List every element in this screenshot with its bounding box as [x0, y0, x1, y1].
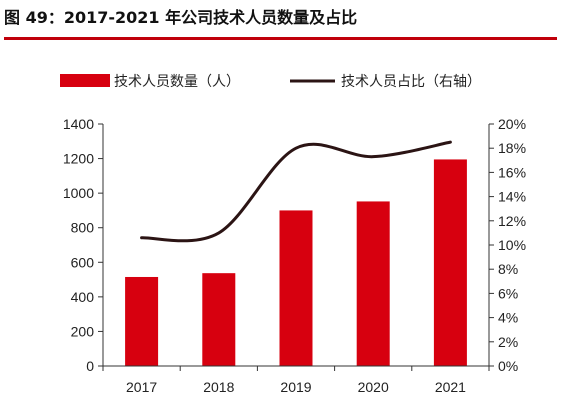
- legend-line-label: 技术人员占比（右轴）: [341, 74, 481, 90]
- y-left-tick-label: 1200: [63, 151, 94, 167]
- y-right-tick-label: 12%: [498, 213, 526, 229]
- bar-2021: [433, 159, 467, 366]
- y-left-tick-label: 400: [71, 289, 95, 305]
- line-path: [140, 140, 452, 243]
- x-tick-label: 2017: [126, 379, 157, 395]
- y-right-tick-label: 8%: [498, 261, 518, 277]
- axes: 0 200 400 600 800 1000 1200 1400 0% 2% 4% 6% 8% 10% 12…: [63, 116, 526, 395]
- line-series: [140, 140, 452, 243]
- x-tick-label: 2020: [358, 379, 389, 395]
- line-point-2019: [294, 147, 298, 150]
- y-right-tick-label: 0%: [498, 358, 518, 374]
- line-point-2020: [372, 155, 375, 158]
- y-left-tick-label: 200: [71, 323, 95, 339]
- y-left-tick-label: 0: [86, 358, 94, 374]
- line-point-2017: [140, 236, 143, 239]
- x-tick-label: 2021: [435, 379, 466, 395]
- y-right-tick-label: 4%: [498, 310, 518, 326]
- line-point-2018: [217, 231, 220, 235]
- y-right-tick-label: 16%: [498, 164, 526, 180]
- y-left-tick-label: 1400: [63, 116, 94, 132]
- bar-2019: [279, 210, 313, 366]
- y-right-tick-label: 20%: [498, 116, 526, 132]
- legend-bar-swatch: [60, 74, 110, 87]
- x-tick-label: 2019: [280, 379, 311, 395]
- x-tick-label: 2018: [203, 379, 234, 395]
- bar-series: [125, 159, 467, 366]
- y-right-tick-label: 10%: [498, 237, 526, 253]
- bar-2017: [125, 276, 159, 366]
- figure-title: 图 49：2017-2021 年公司技术人员数量及占比: [4, 8, 358, 27]
- legend-bar-label: 技术人员数量（人）: [114, 74, 240, 90]
- y-right-tick-label: 6%: [498, 285, 518, 301]
- y-right-tick-label: 2%: [498, 334, 518, 350]
- y-left-tick-label: 1000: [63, 185, 94, 201]
- bar-2020: [356, 201, 390, 366]
- legend: 技术人员数量（人） 技术人员占比（右轴）: [60, 74, 481, 90]
- bar-2018: [202, 273, 236, 366]
- y-right-tick-label: 14%: [498, 189, 526, 205]
- y-left-tick-label: 800: [71, 220, 95, 236]
- y-right-tick-label: 18%: [498, 140, 526, 156]
- y-left-tick-label: 600: [71, 254, 95, 270]
- title-rule: [4, 37, 557, 40]
- line-point-2021: [449, 140, 452, 144]
